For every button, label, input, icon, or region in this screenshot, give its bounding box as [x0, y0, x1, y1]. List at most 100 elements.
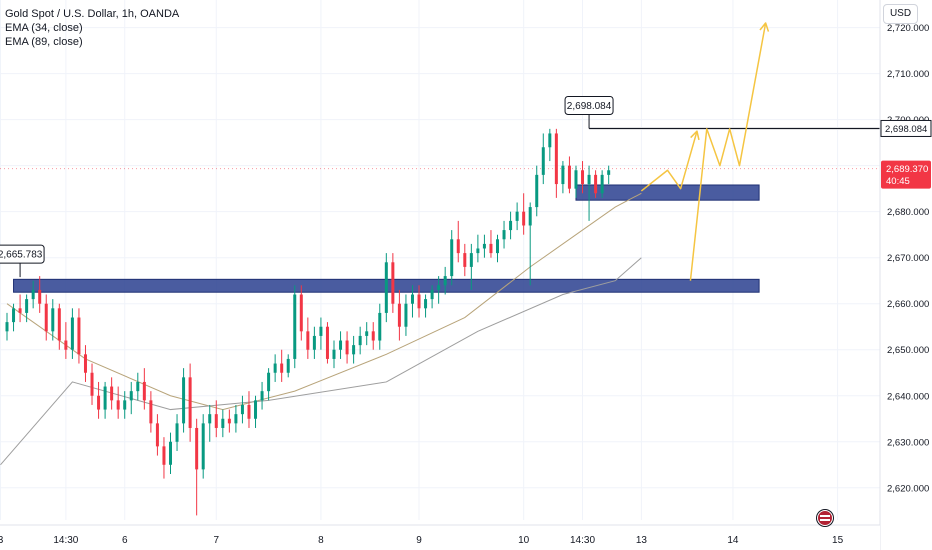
candle-body: [437, 285, 441, 290]
candle-body: [188, 377, 192, 428]
candle-body: [319, 326, 323, 336]
candle-body: [280, 363, 284, 373]
candle-body: [312, 335, 316, 350]
candle-body: [345, 340, 349, 355]
candle-body: [123, 400, 127, 410]
candle-body: [299, 294, 303, 332]
candle-body: [554, 133, 558, 185]
candle-body: [155, 423, 159, 447]
candle-body: [358, 335, 362, 346]
ema-slow-legend[interactable]: EMA (89, close): [5, 36, 83, 48]
candle-body: [214, 414, 218, 428]
candle-body: [391, 262, 395, 304]
candle-body: [476, 248, 480, 254]
candle-body: [306, 331, 310, 350]
price-tick-label: 2,670.000: [887, 253, 929, 264]
time-tick-label: 14:30: [570, 535, 595, 546]
candle-body: [90, 372, 94, 396]
candle-body: [31, 289, 35, 300]
candle-body: [339, 340, 343, 350]
price-tick-label: 2,650.000: [887, 345, 929, 356]
candle-body: [430, 289, 434, 300]
candle-body: [260, 391, 264, 401]
price-tick-label: 2,660.000: [887, 299, 929, 310]
currency-button[interactable]: USD: [883, 4, 918, 24]
current-price-tag: [881, 160, 931, 189]
candle-body: [535, 174, 539, 208]
candle-body: [502, 230, 506, 240]
candle-body: [594, 174, 598, 194]
candle-body: [169, 441, 172, 465]
candle-body: [325, 326, 329, 359]
projection-path: [640, 130, 698, 192]
candle-body: [70, 317, 74, 350]
candle-body: [581, 170, 585, 185]
ema-fast-legend[interactable]: EMA (34, close): [5, 22, 83, 34]
candle-body: [443, 276, 447, 286]
price-axis[interactable]: 2,620.000 2,630.000 2,640.000 2,650.000 2,66…: [879, 0, 932, 550]
price-callouts: 2,698.084 2,665.783: [0, 95, 614, 278]
callout-label: 2,698.084: [567, 101, 612, 112]
price-axis-bg: [880, 0, 932, 550]
candle-body: [208, 414, 212, 424]
time-tick-label: 15: [832, 535, 844, 546]
candle-body: [97, 395, 101, 410]
candle-body: [286, 358, 290, 373]
candle-body: [129, 391, 133, 401]
candle-body: [548, 133, 552, 148]
price-tick-label: 2,720.000: [887, 23, 929, 34]
candle-body: [574, 170, 578, 189]
current-price-label: 2,689.370: [886, 164, 928, 175]
candle-body: [44, 303, 48, 332]
candle-body: [456, 239, 460, 254]
candle-body: [227, 418, 231, 424]
candle-body: [25, 299, 29, 313]
candle-body: [110, 386, 114, 401]
candle-body: [18, 308, 22, 313]
candle-body: [254, 400, 258, 419]
candle-body: [77, 317, 81, 355]
candle-body: [83, 354, 87, 373]
candle-body: [234, 414, 238, 424]
candle-body: [489, 243, 493, 254]
resistance-price-tag: [880, 119, 932, 137]
candle-body: [332, 349, 336, 359]
candle-body: [463, 253, 467, 267]
candle-body: [528, 207, 532, 226]
candle-body: [352, 345, 356, 355]
ema-fast-line: [6, 192, 642, 411]
candle-body: [567, 165, 571, 189]
candle-body: [64, 340, 68, 350]
candle-body: [267, 372, 271, 392]
candle-body: [410, 294, 414, 304]
candle-body: [247, 404, 251, 419]
callout-box: [564, 95, 614, 115]
time-tick-label: 7: [213, 535, 219, 546]
candle-body: [384, 262, 388, 313]
candle-body: [496, 239, 499, 254]
price-tick-label: 2,680.000: [887, 207, 929, 218]
us-flag-icon[interactable]: [817, 510, 833, 526]
candle-body: [522, 211, 526, 226]
time-tick-label: 3: [0, 535, 4, 546]
candle-body: [469, 253, 473, 267]
candles: [5, 128, 611, 516]
time-tick-label: 13: [636, 535, 648, 546]
candle-body: [561, 165, 565, 185]
candle-body: [515, 211, 519, 221]
candle-body: [607, 170, 611, 175]
time-axis[interactable]: 3 14:30 6 7 8 9 10 14:30 13 14 15: [0, 524, 880, 550]
symbol-title[interactable]: Gold Spot / U.S. Dollar, 1h, OANDA: [5, 8, 180, 20]
candle-body: [195, 427, 199, 470]
projection-arrows: [640, 22, 770, 281]
candle-body: [587, 174, 591, 185]
candle-body: [541, 147, 545, 175]
price-tick-label: 2,640.000: [887, 391, 929, 402]
grid-lines: [0, 0, 880, 520]
candle-body: [371, 331, 375, 341]
candle-body: [162, 446, 166, 465]
price-tick-label: 2,620.000: [887, 483, 929, 494]
candle-body: [116, 400, 120, 410]
candle-body: [175, 423, 179, 442]
